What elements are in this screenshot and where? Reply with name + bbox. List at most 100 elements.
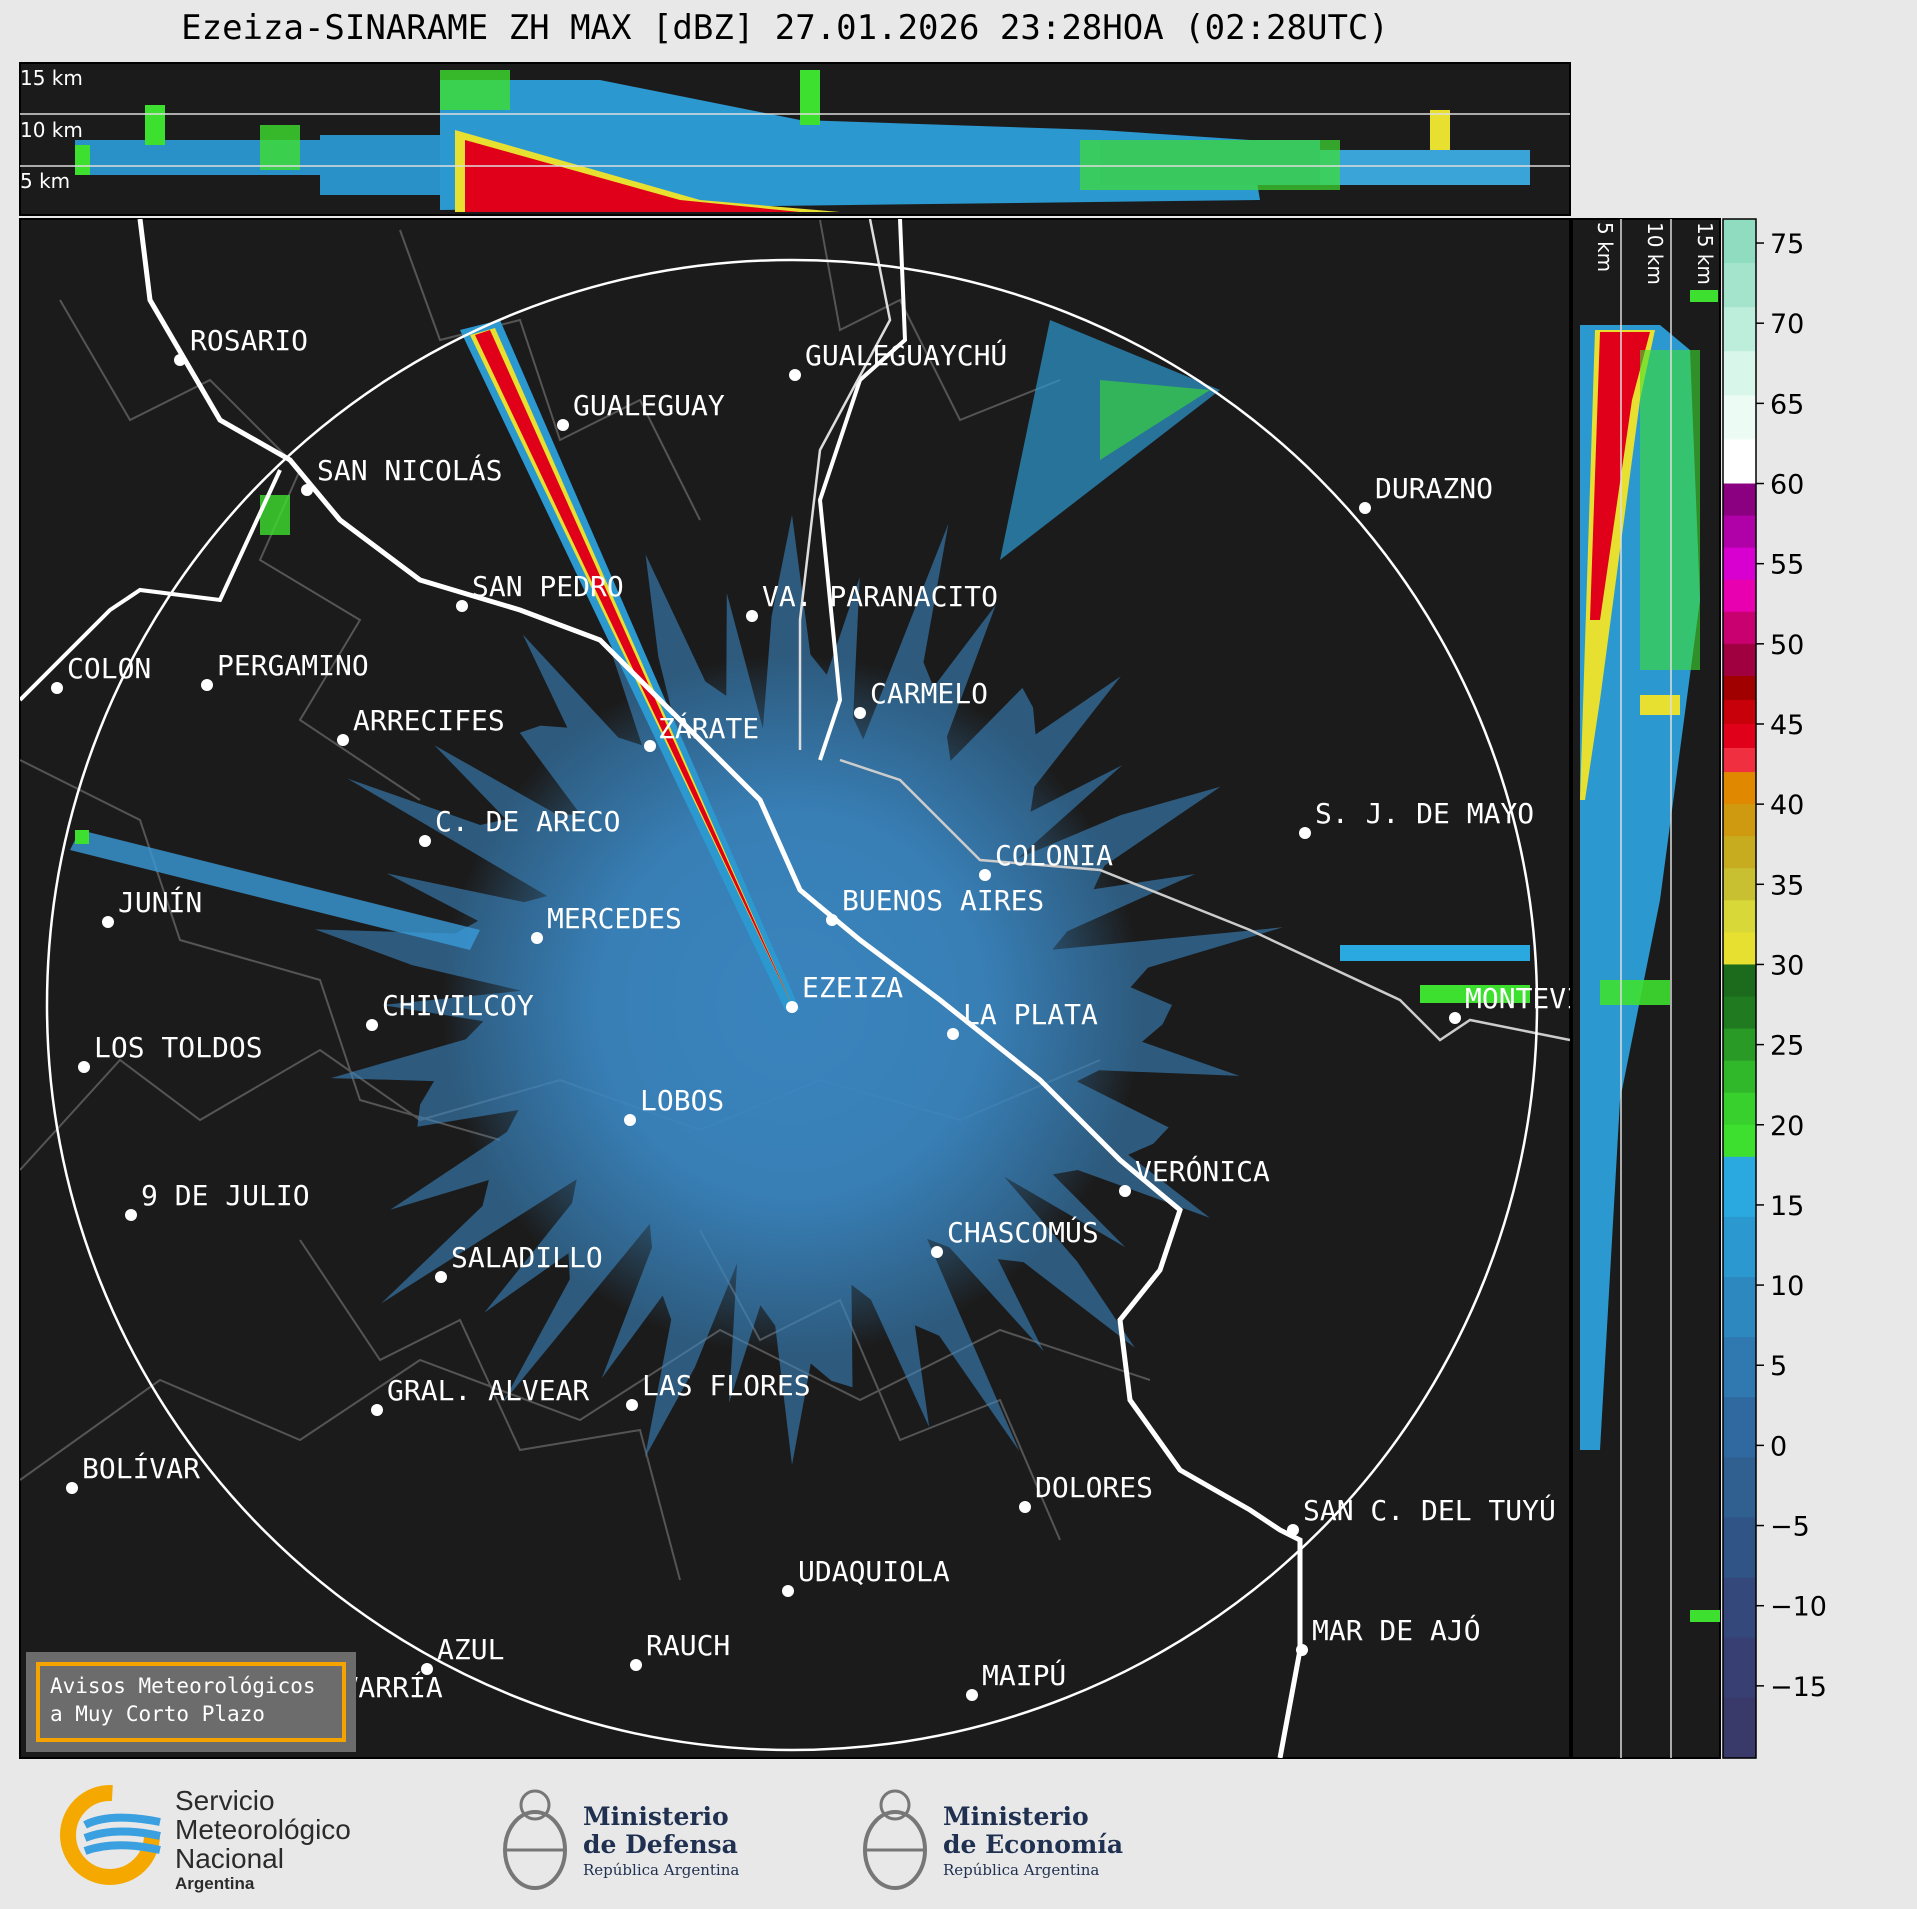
city-dot: [174, 354, 186, 366]
colorbar-segment: [1723, 611, 1756, 645]
colorbar-segment: [1723, 772, 1756, 805]
city-dot: [626, 1399, 638, 1411]
city-dot: [782, 1585, 794, 1597]
city-label: LAS FLORES: [642, 1369, 811, 1402]
top-height-label-5: 5 km: [20, 169, 70, 193]
colorbar-segment: [1723, 1457, 1756, 1519]
colorbar-segment: [1723, 547, 1756, 581]
colorbar-tick-label: 55: [1770, 550, 1804, 581]
colorbar-tick-label: 15: [1770, 1191, 1804, 1222]
city-dot: [201, 679, 213, 691]
city-dot: [366, 1019, 378, 1031]
colorbar-segment: [1723, 868, 1756, 901]
colorbar-segment: [1723, 996, 1756, 1030]
colorbar-segment: [1723, 515, 1756, 549]
colorbar-segment: [1723, 900, 1756, 933]
coat-of-arms-icon: [503, 1789, 567, 1890]
city-label: AZUL: [437, 1633, 504, 1666]
colorbar-segment: [1723, 1637, 1756, 1699]
city-label: LOBOS: [640, 1084, 724, 1117]
city-dot: [644, 740, 656, 752]
city-label: PERGAMINO: [217, 649, 369, 682]
city-label: GUALEGUAY: [573, 389, 725, 422]
city-dot: [557, 419, 569, 431]
colorbar-tick-label: 70: [1770, 309, 1804, 340]
colorbar-tick-label: −15: [1770, 1672, 1827, 1703]
economia-line-2: de Economía: [943, 1830, 1124, 1859]
colorbar-segment: [1723, 351, 1756, 396]
city-label: GUALEGUAYCHÚ: [805, 338, 1007, 372]
colorbar-tick-label: 5: [1770, 1351, 1787, 1382]
city-label: BOLÍVAR: [82, 1451, 200, 1485]
warning-line-1: Avisos Meteorológicos: [50, 1674, 316, 1698]
city-dot: [371, 1404, 383, 1416]
colorbar-segment: [1723, 1060, 1756, 1094]
city-dot: [125, 1209, 137, 1221]
side-height-label-5: 5 km: [1593, 222, 1617, 272]
colorbar-segment: [1723, 1124, 1756, 1158]
city-dot: [301, 484, 313, 496]
city-dot: [789, 369, 801, 381]
colorbar-segment: [1723, 643, 1756, 677]
city-label: VA. PARANACITO: [762, 580, 998, 613]
city-dot: [66, 1482, 78, 1494]
colorbar-tick-label: 25: [1770, 1031, 1804, 1062]
colorbar-segment: [1723, 723, 1756, 749]
colorbar-tick-label: 65: [1770, 389, 1804, 420]
city-dot: [1449, 1012, 1461, 1024]
defensa-line-2: de Defensa: [583, 1830, 738, 1859]
colorbar-tick-label: 35: [1770, 870, 1804, 901]
city-label: S. J. DE MAYO: [1315, 797, 1534, 830]
colorbar-segment: [1723, 1028, 1756, 1062]
city-label: ARRECIFES: [353, 704, 505, 737]
colorbar-segment: [1723, 1397, 1756, 1459]
city-label: SAN NICOLÁS: [317, 453, 502, 487]
economia-line-1: Ministerio: [943, 1802, 1089, 1831]
city-label: SALADILLO: [451, 1241, 603, 1274]
warning-box[interactable]: Avisos Meteorológicos a Muy Corto Plazo: [26, 1652, 356, 1752]
colorbar-tick-label: −5: [1770, 1512, 1810, 1543]
city-label: CHASCOMÚS: [947, 1215, 1099, 1249]
range-ring: [45, 258, 1539, 1752]
city-label: EZEIZA: [802, 971, 903, 1004]
city-label: SAN C. DEL TUYÚ: [1303, 1493, 1556, 1527]
city-label: MAIPÚ: [982, 1658, 1066, 1692]
colorbar-segment: [1723, 964, 1756, 998]
city-label: DURAZNO: [1375, 472, 1493, 505]
top-height-panel: 15 km 10 km 5 km: [19, 62, 1571, 216]
city-label: COLON: [67, 652, 151, 685]
city-dot: [51, 682, 63, 694]
colorbar-segment: [1723, 1697, 1756, 1759]
city-label: GRAL. ALVEAR: [387, 1374, 589, 1407]
colorbar-segment: [1723, 307, 1756, 352]
city-dot: [826, 914, 838, 926]
city-dot: [531, 932, 543, 944]
coat-of-arms-icon: [863, 1789, 927, 1890]
colorbar-segment: [1723, 1277, 1756, 1338]
smn-line-1: Servicio: [175, 1785, 275, 1816]
colorbar-segment: [1723, 932, 1756, 966]
smn-line-3: Nacional: [175, 1843, 284, 1874]
colorbar-tick-label: 40: [1770, 790, 1804, 821]
smn-logo: Servicio Meteorológico Nacional Argentin…: [55, 1780, 395, 1893]
colorbar-tick-label: 60: [1770, 470, 1804, 501]
city-label: JUNÍN: [118, 885, 202, 919]
colorbar-segment: [1723, 1156, 1756, 1218]
colorbar-segment: [1723, 579, 1756, 613]
city-label: CARMELO: [870, 677, 988, 710]
colorbar-segment: [1723, 1092, 1756, 1126]
city-label: COLONIA: [995, 839, 1113, 872]
city-label: LOS TOLDOS: [94, 1031, 263, 1064]
defensa-line-1: Ministerio: [583, 1802, 729, 1831]
city-label: MONTEVIDEO: [1465, 982, 1634, 1015]
city-dot: [966, 1689, 978, 1701]
city-dot: [421, 1663, 433, 1675]
chart-title: Ezeiza-SINARAME ZH MAX [dBZ] 27.01.2026 …: [181, 8, 1389, 48]
city-label: LA PLATA: [963, 998, 1098, 1031]
city-label: UDAQUIOLA: [798, 1555, 950, 1588]
city-label: SAN PEDRO: [472, 570, 624, 603]
colorbar-segment: [1723, 1517, 1756, 1579]
colorbar-tick-label: 30: [1770, 950, 1804, 981]
colorbar-segment: [1723, 395, 1756, 441]
